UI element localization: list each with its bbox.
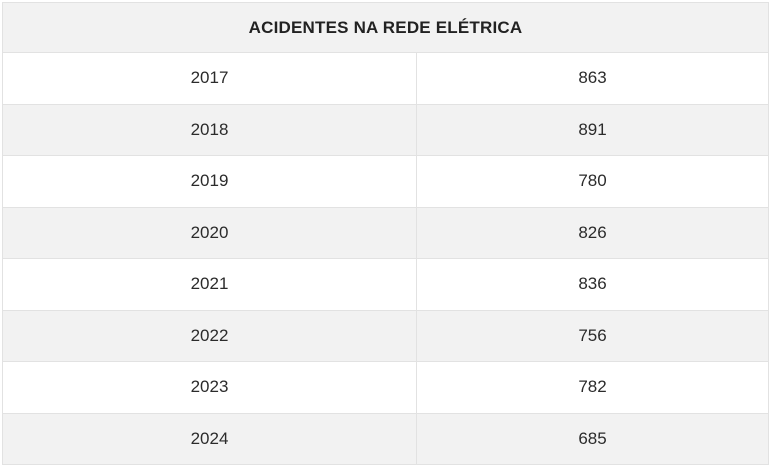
year-cell: 2023 [3,362,417,413]
year-cell: 2018 [3,105,417,156]
year-cell: 2024 [3,414,417,465]
year-cell: 2022 [3,311,417,362]
value-cell: 780 [417,156,768,207]
value-cell: 891 [417,105,768,156]
value-cell: 782 [417,362,768,413]
year-cell: 2020 [3,208,417,259]
table-row: 2023 782 [2,362,769,414]
value-cell: 826 [417,208,768,259]
year-cell: 2019 [3,156,417,207]
table-row: 2024 685 [2,414,769,465]
table-row: 2018 891 [2,105,769,157]
table-row: 2020 826 [2,208,769,260]
value-cell: 756 [417,311,768,362]
table-title: ACIDENTES NA REDE ELÉTRICA [249,18,523,38]
value-cell: 836 [417,259,768,310]
table-row: 2021 836 [2,259,769,311]
value-cell: 863 [417,53,768,104]
value-cell: 685 [417,414,768,465]
table-row: 2017 863 [2,53,769,105]
year-cell: 2021 [3,259,417,310]
table-row: 2019 780 [2,156,769,208]
table-header: ACIDENTES NA REDE ELÉTRICA [2,2,769,53]
table-row: 2022 756 [2,311,769,363]
year-cell: 2017 [3,53,417,104]
